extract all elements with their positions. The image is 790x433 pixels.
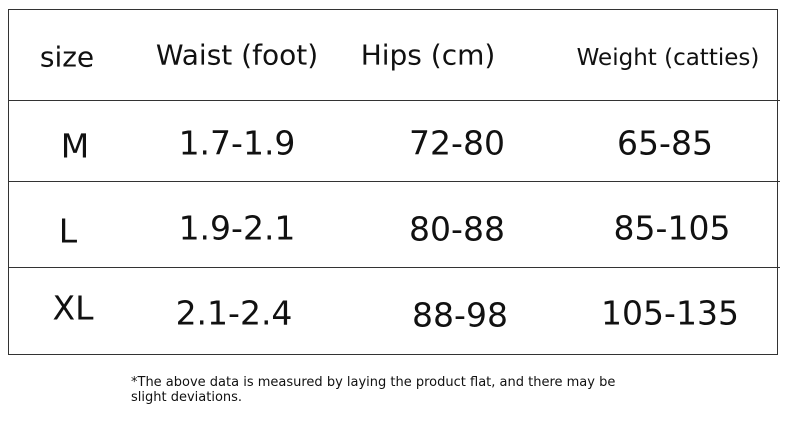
size-cell: M: [60, 126, 90, 166]
header-cell: Hips (cm): [360, 38, 496, 72]
row-divider: [8, 267, 780, 268]
header-cell: size: [39, 40, 95, 74]
row-divider: [8, 181, 780, 182]
header-cell: Waist (foot): [155, 38, 319, 72]
data-cell: 85-105: [613, 208, 731, 248]
data-cell: 72-80: [409, 123, 505, 163]
data-cell: 88-98: [412, 295, 508, 335]
size-cell: L: [58, 211, 78, 251]
footnote: *The above data is measured by laying th…: [131, 375, 616, 405]
data-cell: 105-135: [601, 293, 739, 333]
size-cell: XL: [52, 288, 94, 328]
data-cell: 1.7-1.9: [178, 123, 296, 163]
data-cell: 2.1-2.4: [175, 293, 293, 333]
header-cell: Weight (catties): [576, 45, 760, 71]
table-border: [8, 9, 778, 355]
data-cell: 65-85: [617, 123, 713, 163]
data-cell: 80-88: [409, 209, 505, 249]
data-cell: 1.9-2.1: [178, 208, 296, 248]
row-divider: [8, 100, 780, 101]
